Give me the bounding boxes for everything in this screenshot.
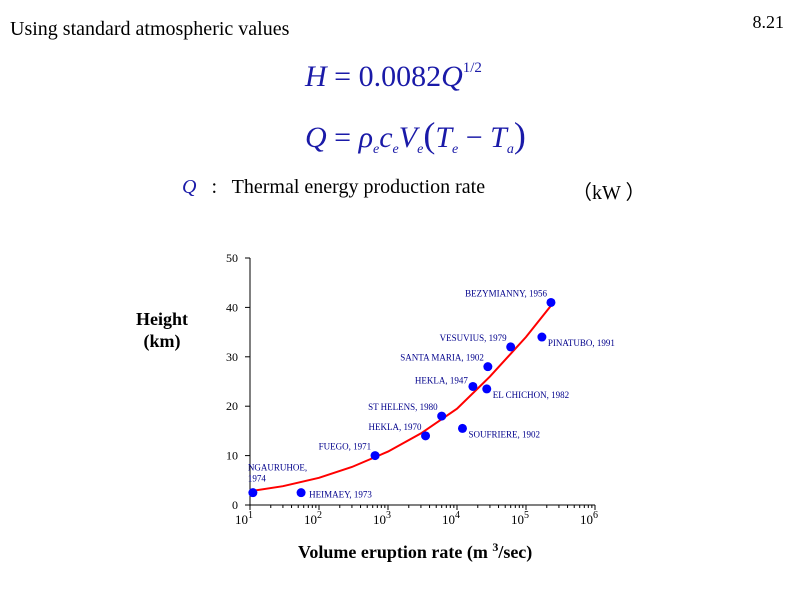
data-point-label: HEKLA, 1970	[369, 422, 422, 432]
eq2-minus: −	[465, 121, 483, 154]
eq2-t2-sub: a	[506, 142, 514, 157]
y-tick-label: 30	[226, 350, 238, 364]
x-axis-label-exponent: 3	[492, 540, 499, 554]
data-point	[296, 488, 306, 498]
data-point	[421, 431, 431, 441]
data-point	[248, 488, 258, 498]
eq2-rho: ρ	[358, 121, 373, 154]
data-point-label: NGAURUHOE, 1974	[248, 463, 307, 484]
data-point-label: VESUVIUS, 1979	[440, 333, 508, 343]
data-point	[468, 381, 478, 391]
eq2-equals: =	[334, 121, 352, 154]
y-axis-label-line-2: (km)	[143, 331, 181, 351]
definition-row: Q : Thermal energy production rate （kW ）	[182, 176, 646, 204]
data-point	[546, 297, 556, 307]
definition-symbol: Q	[182, 176, 197, 198]
x-tick-label: 104	[442, 510, 460, 527]
definition-text: Thermal energy production rate	[231, 176, 486, 198]
data-point-label: EL CHICHON, 1982	[493, 390, 569, 400]
eq2-rho-sub: e	[373, 142, 380, 157]
eq1-lhs: H	[305, 60, 327, 93]
eq1-coefficient: 0.0082	[358, 60, 442, 93]
x-tick-label: 105	[511, 510, 529, 527]
slide-heading: Using standard atmospheric values	[10, 18, 290, 40]
data-point	[537, 332, 547, 342]
eq2-t1: T	[435, 121, 452, 154]
eq2-c: c	[379, 121, 393, 154]
x-tick-label: 101	[235, 510, 253, 527]
eq2-lhs: Q	[305, 121, 327, 154]
eq2-t1-sub: e	[452, 142, 459, 157]
x-tick-label: 102	[304, 510, 322, 527]
chart-curve-layer	[249, 301, 555, 493]
eq2-close-paren: )	[513, 115, 526, 155]
data-point	[370, 451, 380, 461]
data-point	[437, 411, 447, 421]
eq1-exponent: 1/2	[462, 60, 482, 76]
data-point-label: SANTA MARIA, 1902	[400, 353, 484, 363]
x-axis-label-unit: /sec)	[498, 542, 533, 562]
eq1-variable: Q	[441, 60, 463, 93]
data-point-label: FUEGO, 1971	[319, 442, 372, 452]
fit-curve	[249, 301, 555, 493]
eq1-equals: =	[334, 60, 352, 93]
height-equation: H = 0.0082Q1/2	[305, 60, 482, 94]
data-point	[483, 362, 493, 372]
data-point	[506, 342, 516, 352]
y-tick-label: 10	[226, 449, 238, 463]
data-point-label: HEKLA, 1947	[415, 375, 468, 385]
definition-unit: （kW ）	[572, 182, 646, 204]
chart-axes: 0 10 20 30 40 50 101 102 103 104 105 106	[226, 251, 598, 527]
y-axis-label-line-1: Height	[136, 309, 188, 329]
eq2-c-sub: e	[392, 142, 399, 157]
data-point-label: BEZYMIANNY, 1956	[465, 288, 547, 298]
data-point	[482, 384, 492, 394]
y-tick-label: 0	[232, 498, 238, 512]
data-point	[457, 423, 467, 433]
y-tick-label: 50	[226, 251, 238, 265]
x-tick-label: 103	[373, 510, 391, 527]
y-tick-label: 20	[226, 399, 238, 413]
eq2-open-paren: (	[423, 115, 436, 155]
x-axis-label: Volume eruption rate (m 3/sec)	[298, 540, 532, 563]
y-axis-label: Height (km)	[122, 308, 202, 352]
eq2-t2: T	[490, 121, 507, 154]
data-point-label: PINATUBO, 1991	[548, 338, 615, 348]
eq2-v-sub: e	[417, 142, 424, 157]
data-point-label: SOUFRIERE, 1902	[468, 429, 540, 439]
data-point-label: ST HELENS, 1980	[368, 402, 438, 412]
definition-colon: :	[211, 176, 218, 198]
data-point-label: HEIMAEY, 1973	[309, 490, 372, 500]
energy-equation: Q = ρeceVe(Te − Ta)	[305, 114, 526, 158]
x-tick-label: 106	[580, 510, 598, 527]
page-number: 8.21	[752, 12, 785, 32]
x-axis-label-text: Volume eruption rate (m	[298, 542, 493, 562]
y-tick-label: 40	[226, 300, 238, 314]
eq2-v: V	[398, 121, 418, 154]
